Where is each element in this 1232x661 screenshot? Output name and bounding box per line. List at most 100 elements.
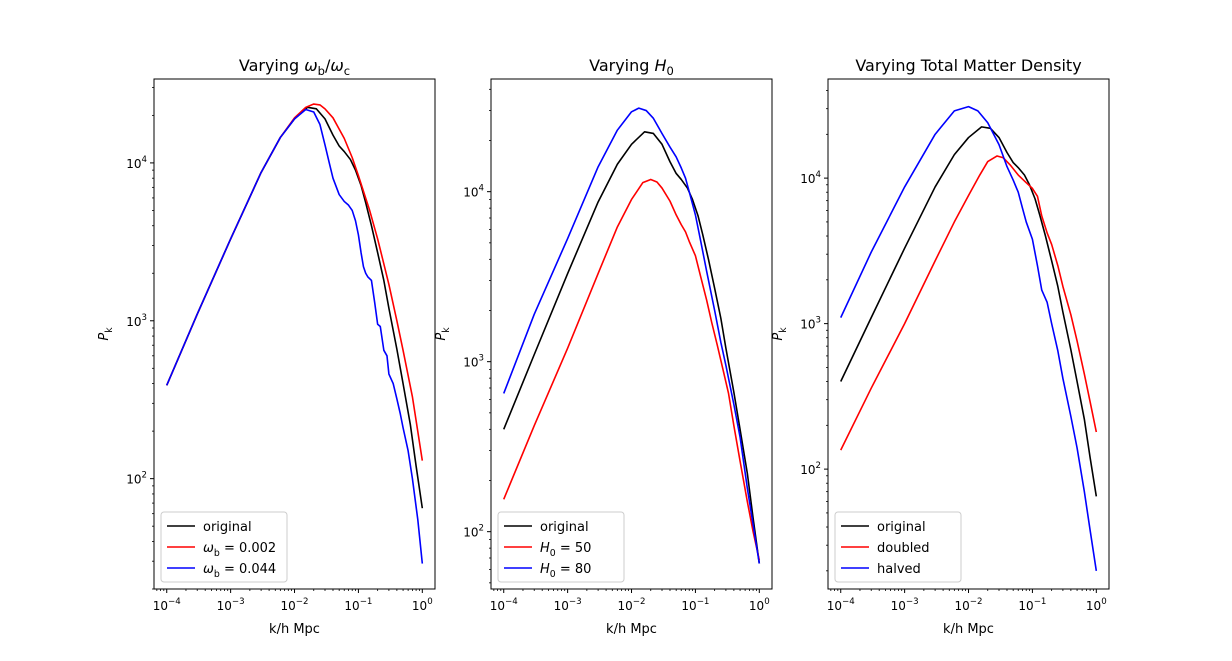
series-line-3 <box>840 105 1098 571</box>
y-axis-label-part: P <box>97 333 112 341</box>
x-tick-label-part: 10 <box>490 599 505 613</box>
y-axis-label-part: P <box>771 333 786 341</box>
y-tick-label: 104 <box>126 155 147 171</box>
y-tick-label: 103 <box>126 313 147 329</box>
legend: original ωb = 0.002 ωb = 0.044 <box>160 511 288 583</box>
x-tick-label-part: 10 <box>1086 599 1101 613</box>
x-tick-label-part: −4 <box>505 597 518 607</box>
chart-title-part: / <box>325 56 331 75</box>
x-axis-label: k/h Mpc <box>943 622 994 637</box>
legend-entry-part: b <box>214 569 220 580</box>
y-tick-label: 104 <box>800 170 821 186</box>
y-tick-label-part: 3 <box>479 354 485 364</box>
chart-title-part: c <box>344 64 350 78</box>
legend-entry: original <box>540 520 589 535</box>
legend-entry-part: = 80 <box>556 562 592 577</box>
x-tick-label-part: −2 <box>633 597 646 607</box>
series-line-1 <box>840 126 1098 497</box>
legend-entry: original <box>203 520 252 535</box>
y-tick-label-part: 10 <box>126 473 141 487</box>
x-tick-label-part: −2 <box>970 597 983 607</box>
y-tick-label-part: 4 <box>479 184 485 194</box>
x-tick-label-part: −1 <box>697 597 710 607</box>
y-tick-label-part: 10 <box>126 157 141 171</box>
legend-entry-part: H <box>540 562 550 577</box>
y-tick-label: 102 <box>463 524 484 540</box>
legend-entry-part: original <box>877 520 926 535</box>
legend-entry: original <box>877 520 926 535</box>
y-tick-label: 104 <box>463 184 484 200</box>
x-tick-label-part: −1 <box>1034 597 1047 607</box>
legend-entry-part: doubled <box>877 541 930 556</box>
legend-entry: ωb = 0.002 <box>203 541 276 559</box>
x-tick-label-part: 10 <box>344 599 359 613</box>
x-tick-label-part: 0 <box>764 597 770 607</box>
chart-title: Varying H0 <box>589 56 674 78</box>
y-axis-label-part: k <box>104 327 115 333</box>
legend-entry: ωb = 0.044 <box>203 562 276 580</box>
y-tick-label-part: 10 <box>463 356 478 370</box>
legend-box <box>834 511 962 583</box>
legend-entry-part: original <box>540 520 589 535</box>
x-tick-label-part: −2 <box>296 597 309 607</box>
x-tick-label: 10−3 <box>891 597 919 613</box>
x-tick-label-part: 10 <box>281 599 296 613</box>
y-tick-label-part: 10 <box>800 463 815 477</box>
y-tick-label-part: 10 <box>126 315 141 329</box>
chart-title-part: H <box>655 56 667 75</box>
x-tick-label-part: 10 <box>554 599 569 613</box>
y-tick-label-part: 10 <box>463 526 478 540</box>
legend-box <box>497 511 625 583</box>
x-tick-label-part: −4 <box>842 597 855 607</box>
x-tick-label: 10−4 <box>490 597 518 613</box>
x-tick-label-part: 10 <box>891 599 906 613</box>
legend-entry-part: = 0.044 <box>220 562 276 577</box>
y-axis-label-part: P <box>434 333 449 341</box>
x-axis-label: k/h Mpc <box>606 622 657 637</box>
legend-entry-part: 0 <box>550 569 556 580</box>
series-line-2 <box>840 155 1098 451</box>
y-tick-label: 103 <box>463 354 484 370</box>
x-tick-label: 100 <box>749 597 770 613</box>
y-tick-label: 103 <box>800 316 821 332</box>
chart-title-part: b <box>318 64 325 78</box>
series-line-1 <box>502 131 761 564</box>
x-tick-label: 100 <box>1086 597 1107 613</box>
x-tick-label-part: −3 <box>569 597 582 607</box>
x-tick-label-part: 10 <box>217 599 232 613</box>
legend: original doubled halved <box>834 511 962 583</box>
x-axis-label: k/h Mpc <box>269 622 320 637</box>
x-tick-label: 10−2 <box>955 597 983 613</box>
x-tick-label: 10−4 <box>827 597 855 613</box>
x-tick-label: 10−3 <box>554 597 582 613</box>
x-tick-label-part: 10 <box>955 599 970 613</box>
chart-title-part: Varying <box>589 56 654 75</box>
chart-title-part: Varying Total Matter Density <box>855 56 1081 75</box>
legend-entry-part: 0 <box>550 548 556 559</box>
legend-entry-part: original <box>203 520 252 535</box>
legend-entry-part: ω <box>203 562 214 577</box>
y-tick-label-part: 10 <box>463 186 478 200</box>
x-tick-label-part: −1 <box>360 597 373 607</box>
legend-entry-part: halved <box>877 562 921 577</box>
x-tick-label: 10−2 <box>618 597 646 613</box>
legend-box <box>160 511 288 583</box>
x-tick-label: 10−1 <box>681 597 709 613</box>
legend-entry-part: = 0.002 <box>220 541 276 556</box>
x-tick-label: 100 <box>412 597 433 613</box>
x-tick-label: 10−1 <box>1018 597 1046 613</box>
chart-title-part: Varying <box>239 56 304 75</box>
x-tick-label-part: 10 <box>681 599 696 613</box>
x-tick-label: 10−4 <box>153 597 181 613</box>
y-axis-label-part: k <box>778 327 789 333</box>
series-line-3 <box>165 108 424 564</box>
x-tick-label: 10−1 <box>344 597 372 613</box>
legend-entry-part: H <box>540 541 550 556</box>
y-tick-label-part: 10 <box>800 318 815 332</box>
y-axis-label: Pk <box>97 327 115 341</box>
y-tick-label-part: 10 <box>800 172 815 186</box>
